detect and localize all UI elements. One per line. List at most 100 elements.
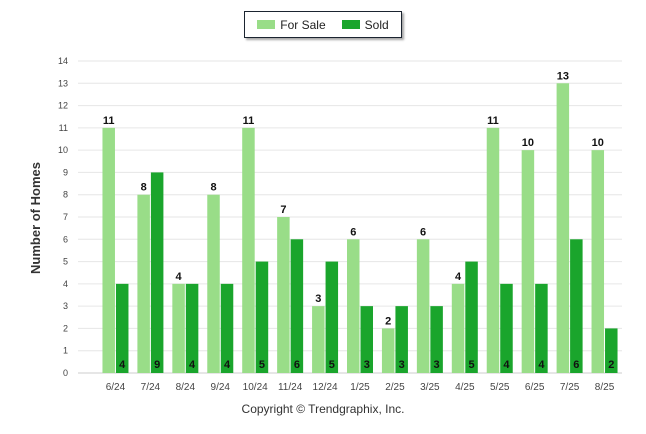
data-label-for-sale: 10 [592,137,604,149]
data-label-for-sale: 4 [455,271,462,283]
y-tick-label: 4 [63,279,68,289]
data-label-for-sale: 4 [176,271,183,283]
x-tick-label: 10/24 [243,382,268,393]
x-tick-label: 2/25 [385,382,405,393]
bar-for-sale[interactable] [451,283,465,373]
bar-sold[interactable] [115,283,129,373]
x-tick-label: 6/24 [106,382,126,393]
data-label-sold: 5 [329,359,335,371]
x-tick-label: 8/24 [176,382,196,393]
y-tick-label: 11 [59,123,68,133]
y-tick-label: 7 [63,212,68,222]
bar-sold[interactable] [570,239,583,373]
data-label-sold: 2 [608,359,614,371]
data-label-for-sale: 10 [522,137,534,149]
data-label-sold: 5 [468,359,474,371]
data-label-for-sale: 6 [420,226,426,238]
bar-sold[interactable] [605,328,618,373]
y-tick-label: 3 [63,301,68,311]
data-label-sold: 6 [294,359,300,371]
x-tick-label: 5/25 [490,382,510,393]
bar-for-sale[interactable] [556,83,570,374]
y-tick-label: 2 [63,323,68,333]
bar-for-sale[interactable] [521,150,535,373]
data-label-for-sale: 8 [141,182,147,194]
bar-sold[interactable] [150,172,164,373]
data-label-for-sale: 13 [557,70,569,82]
x-tick-label: 8/25 [595,382,615,393]
bar-for-sale[interactable] [486,127,500,373]
data-label-sold: 4 [189,359,196,371]
legend-swatch-sold [341,20,360,29]
y-tick-label: 14 [58,56,68,66]
bar-sold[interactable] [255,261,269,373]
data-label-sold: 5 [259,359,265,371]
bar-sold[interactable] [220,283,234,373]
legend-label-for-sale: For Sale [280,17,326,32]
bar-sold[interactable] [395,306,408,373]
bars [102,83,618,374]
bar-sold[interactable] [360,306,374,373]
bar-sold[interactable] [430,306,443,373]
bar-for-sale[interactable] [381,328,395,373]
x-tick-label: 12/24 [313,382,338,393]
x-tick-label: 6/25 [525,382,545,393]
data-label-sold: 3 [434,359,440,371]
data-label-sold: 6 [573,359,579,371]
y-axis-title: Number of Homes [28,162,43,274]
data-label-for-sale: 11 [487,115,499,127]
y-tick-label: 1 [63,346,68,356]
y-tick-label: 9 [63,167,68,177]
bar-for-sale[interactable] [416,239,430,373]
y-tick-label: 10 [58,145,68,155]
bar-sold[interactable] [535,283,548,373]
bar-for-sale[interactable] [277,217,290,373]
data-label-for-sale: 3 [315,293,321,305]
data-label-for-sale: 7 [280,204,286,216]
data-label-for-sale: 8 [210,182,216,194]
bar-for-sale[interactable] [102,127,115,373]
x-tick-label: 3/25 [420,382,440,393]
legend-item-for-sale[interactable]: For Sale [257,17,326,32]
x-tick-label: 9/24 [211,382,231,393]
x-tick-label: 7/24 [141,382,161,393]
x-tick-label: 4/25 [455,382,475,393]
bar-for-sale[interactable] [347,239,360,373]
bar-sold[interactable] [185,283,199,373]
y-tick-label: 12 [58,101,68,111]
y-tick-label: 6 [63,234,68,244]
data-label-sold: 4 [119,359,126,371]
data-label-for-sale: 11 [103,115,115,127]
copyright-text: Copyright © Trendgraphix, Inc. [241,402,405,416]
bar-sold[interactable] [500,283,513,373]
bar-for-sale[interactable] [207,194,220,373]
bar-sold[interactable] [325,261,339,373]
data-label-sold: 4 [224,359,231,371]
y-tick-label: 13 [58,78,68,88]
y-tick-label: 8 [63,190,68,200]
x-tick-label: 7/25 [560,382,580,393]
legend-item-sold[interactable]: Sold [341,18,389,32]
data-label-sold: 3 [399,359,405,371]
x-tick-label: 1/25 [350,382,370,393]
legend-swatch-for-sale [257,20,276,29]
bar-for-sale[interactable] [172,283,185,373]
bar-for-sale[interactable] [591,150,605,373]
data-label-for-sale: 2 [385,315,391,327]
bar-for-sale[interactable] [312,306,325,373]
bar-for-sale[interactable] [242,127,255,373]
bar-sold[interactable] [465,261,478,373]
x-tick-label: 11/24 [278,382,303,393]
legend: For Sale Sold [244,11,402,38]
data-label-sold: 4 [503,359,510,371]
bar-for-sale[interactable] [137,194,150,373]
y-tick-label: 0 [63,368,68,378]
data-label-for-sale: 6 [350,226,356,238]
data-label-sold: 3 [364,359,370,371]
bar-sold[interactable] [290,239,304,373]
y-tick-label: 5 [63,257,68,267]
data-label-for-sale: 11 [243,115,255,127]
